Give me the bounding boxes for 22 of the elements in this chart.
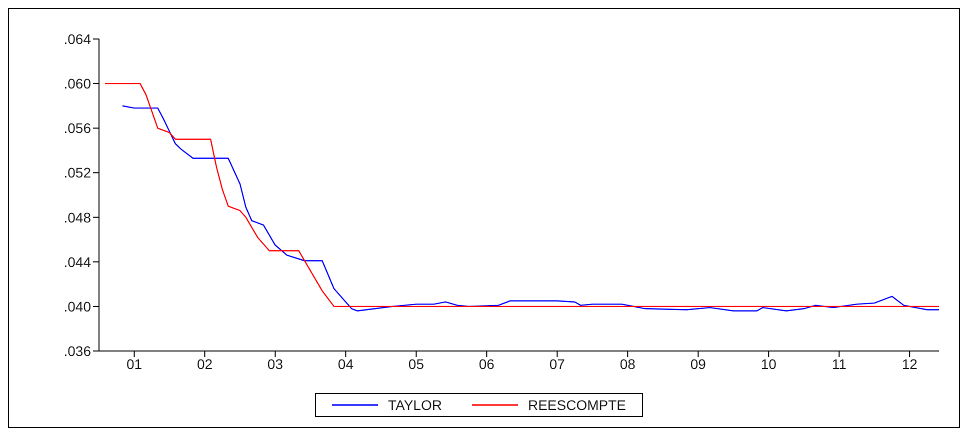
- legend-label: TAYLOR: [388, 397, 442, 413]
- x-tick-label: 12: [902, 356, 918, 372]
- legend-label: REESCOMPTE: [528, 397, 626, 413]
- x-tick-label: 10: [760, 356, 777, 372]
- y-tick-label: .040: [64, 298, 92, 314]
- x-tick-label: 03: [267, 356, 284, 372]
- x-tick-label: 08: [620, 356, 636, 372]
- y-tick-label: .052: [64, 164, 92, 181]
- x-tick-label: 02: [196, 356, 213, 372]
- y-tick-label: .036: [64, 342, 92, 359]
- x-tick-label: 04: [338, 356, 354, 372]
- y-tick-label: .048: [64, 209, 92, 226]
- x-tick-label: 06: [478, 356, 495, 372]
- x-tick-label: 01: [126, 356, 142, 372]
- x-tick-label: 09: [690, 356, 706, 372]
- y-tick-label: .064: [64, 30, 92, 47]
- y-tick-label: .060: [64, 76, 92, 92]
- x-tick-label: 07: [549, 356, 566, 372]
- y-tick-label: .044: [64, 254, 92, 270]
- x-tick-label: 05: [408, 356, 424, 372]
- y-tick-label: .056: [64, 120, 92, 136]
- x-tick-label: 11: [832, 356, 847, 372]
